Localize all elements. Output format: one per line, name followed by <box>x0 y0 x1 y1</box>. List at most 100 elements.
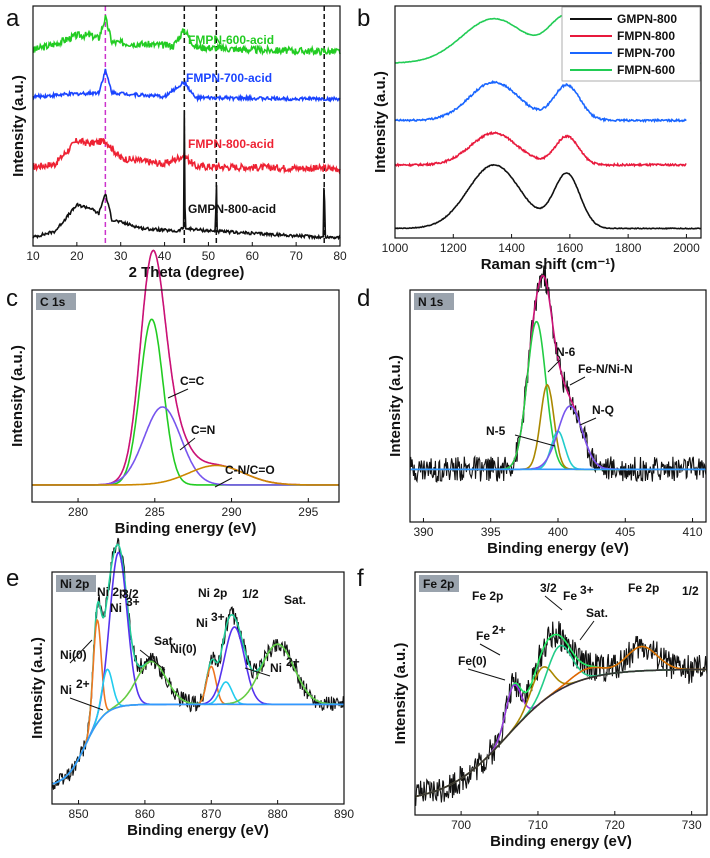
x-tick-label: 80 <box>333 249 347 263</box>
x-tick-label: 395 <box>481 525 501 539</box>
y-axis-label: Intensity (a.u.) <box>9 345 26 447</box>
x-tick-label: 405 <box>615 525 635 539</box>
annotation-label: Fe-N/Ni-N <box>578 362 633 376</box>
x-axis-label: Binding energy (eV) <box>115 520 257 537</box>
x-tick-label: 720 <box>605 818 625 832</box>
panel-letter-f: f <box>357 565 364 592</box>
badge-bg <box>419 575 459 592</box>
annotation-label: Sat. <box>586 606 608 620</box>
x-tick-label: 860 <box>135 807 155 821</box>
annotation-arrow <box>69 639 93 664</box>
badge-bg <box>414 293 454 310</box>
x-tick-label: 390 <box>413 525 433 539</box>
x-tick-label: 285 <box>145 505 165 519</box>
annotation-label: Fe 2p <box>472 589 503 603</box>
panel-a: 10 20 30 40 50 60 70 80 2 Theta (degree) Intensit… <box>10 5 347 281</box>
y-axis-label: Intensity (a.u.) <box>29 637 46 739</box>
x-axis-label: Binding energy (eV) <box>127 822 269 839</box>
y-axis-label: Intensity (a.u.) <box>392 643 409 745</box>
annotation-arrow <box>179 437 196 451</box>
series-line-gmpn-800-acid <box>32 110 341 241</box>
plot-frame <box>409 289 707 523</box>
plot-frame <box>51 571 345 805</box>
series-line-c-c <box>32 318 339 486</box>
annotation-label: 1/2 <box>682 584 699 598</box>
x-tick-label: 870 <box>201 807 221 821</box>
x-tick-label: 730 <box>682 818 702 832</box>
series-line-fmpn-700 <box>394 79 687 124</box>
panel-letter-b: b <box>357 5 370 32</box>
series-line-fmpn-600-acid <box>32 14 341 56</box>
series-line-sat- <box>51 643 344 785</box>
annotation-label: Ni <box>110 601 122 615</box>
annotation-label: Sat. <box>154 634 176 648</box>
series-line-background <box>414 668 707 798</box>
x-tick-label: 400 <box>548 525 568 539</box>
legend-label: FMPN-600 <box>617 63 675 77</box>
annotation-label: 3+ <box>211 610 225 624</box>
annotation-arrow <box>579 620 595 641</box>
series-label: GMPN-800-acid <box>188 202 276 216</box>
panel-letter-c: c <box>6 285 18 312</box>
panel-letter-e: e <box>6 565 19 592</box>
annotation-label: Ni(0) <box>60 648 87 662</box>
annotation-arrow <box>579 417 597 426</box>
annotation-arrow <box>569 376 586 386</box>
series-line-fmpn-800 <box>394 130 687 168</box>
series-line-gmpn-800 <box>394 163 702 230</box>
annotation-label: 2+ <box>76 677 90 691</box>
annotation-label: Fe(0) <box>458 654 487 668</box>
x-tick-label: 1400 <box>498 241 525 255</box>
annotation-label: Fe 2p <box>628 581 659 595</box>
panel-d: N 1s 390 395 400 405 410 Binding energy (eV) In… <box>387 265 707 557</box>
badge-bg <box>36 293 76 310</box>
annotation-label: 3+ <box>580 583 594 597</box>
legend-label: FMPN-700 <box>617 46 675 60</box>
badge-bg <box>56 575 96 592</box>
annotation-label: Fe <box>476 629 490 643</box>
annotation-label: Ni <box>60 683 72 697</box>
annotation-label: C-N/C=O <box>225 463 275 477</box>
x-tick-label: 410 <box>683 525 703 539</box>
annotation-label: Ni <box>270 661 282 675</box>
annotation-arrow <box>167 388 189 399</box>
legend-label: GMPN-800 <box>617 12 677 26</box>
annotation-arrow <box>479 643 501 656</box>
x-tick-label: 2000 <box>673 241 700 255</box>
annotation-arrow <box>69 697 104 711</box>
legend-label: FMPN-800 <box>617 29 675 43</box>
y-axis-label: Intensity (a.u.) <box>10 75 27 177</box>
plot-frame <box>32 5 341 247</box>
annotation-label: Ni 2p <box>97 585 126 599</box>
panel-letter-a: a <box>6 5 20 32</box>
annotation-label: Sat. <box>284 593 306 607</box>
x-tick-label: 890 <box>334 807 354 821</box>
annotation-label: Fe <box>563 589 577 603</box>
series-line-raw <box>414 621 708 807</box>
plot-frame <box>414 571 708 816</box>
y-axis-label: Intensity (a.u.) <box>387 355 404 457</box>
annotation-label: Ni(0) <box>170 642 197 656</box>
x-tick-label: 280 <box>68 505 88 519</box>
panel-c: C 1s 280 285 290 295 Binding energy (eV) Inten… <box>9 249 340 537</box>
x-tick-label: 710 <box>528 818 548 832</box>
annotation-arrow <box>514 434 556 447</box>
x-tick-label: 70 <box>289 249 303 263</box>
annotation-label: C=C <box>180 374 205 388</box>
series-label: FMPN-600-acid <box>188 33 274 47</box>
annotation-arrow <box>214 477 233 488</box>
series-line-c-n-c-o <box>32 464 339 486</box>
badge-label: Fe 2p <box>423 577 454 591</box>
x-axis-label: 2 Theta (degree) <box>129 264 245 281</box>
x-tick-label: 60 <box>246 249 260 263</box>
annotation-label: Ni <box>196 616 208 630</box>
annotation-label: 3/2 <box>540 581 557 595</box>
x-tick-label: 295 <box>298 505 318 519</box>
annotation-label: 3+ <box>126 595 140 609</box>
x-tick-label: 290 <box>222 505 242 519</box>
series-line-ni-0- <box>51 618 344 785</box>
annotation-label: 2+ <box>492 623 506 637</box>
annotation-label: N-Q <box>592 403 614 417</box>
panel-f: Fe 2p 700 710 720 730 Binding energy (eV) Inte… <box>392 571 708 850</box>
